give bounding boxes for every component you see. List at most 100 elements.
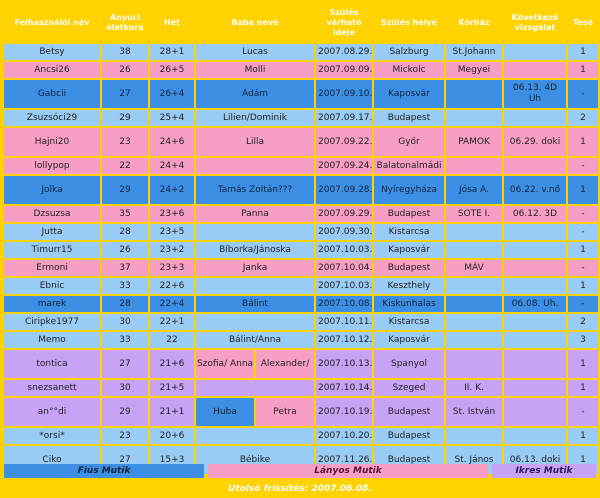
hospital-cell: Jósa A. [446, 176, 502, 204]
week-cell: 26+4 [150, 80, 194, 108]
next-exam-cell [504, 428, 566, 444]
table-row: tontica 27 21+6 Szofia/ Anna Alexander/2007.… [4, 350, 598, 378]
table-row: lollypop 22 24+4 2007.09.24. Balatonalmádi - [4, 158, 598, 174]
sibling-cell: 3 [568, 332, 598, 348]
legend: Fiús Mutik Lányos Mutik Ikres Mutik [4, 464, 596, 478]
user-name-cell: lollypop [4, 158, 100, 174]
twin-name: Huba [196, 398, 254, 426]
hospital-cell [446, 158, 502, 174]
legend-girls: Lányos Mutik [208, 464, 488, 478]
birth-place-cell: Budapest [374, 398, 444, 426]
due-date-cell: 2007.10.14. [316, 380, 372, 396]
baby-name-cell [196, 278, 314, 294]
user-name-cell: Memo [4, 332, 100, 348]
table-row: an°°di 29 21+1 Huba Petra 2007.10.19. Budapest… [4, 398, 598, 426]
next-exam-cell [504, 398, 566, 426]
next-exam-cell [504, 242, 566, 258]
mother-age-cell: 28 [102, 224, 148, 240]
hospital-cell: MÁV [446, 260, 502, 276]
user-name-cell: snezsanett [4, 380, 100, 396]
birth-place-cell: Nyíregyháza [374, 176, 444, 204]
sibling-cell: - [568, 80, 598, 108]
mother-age-cell: 23 [102, 128, 148, 156]
week-cell: 23+6 [150, 206, 194, 222]
birth-place-cell: Budapest [374, 428, 444, 444]
table-row: Gabcii 27 26+4 Ádám 2007.09.10. Kaposvár 06.13… [4, 80, 598, 108]
baby-name-cell: Bálint [196, 296, 314, 312]
table-header: Felhasználói név Anyuci életkora Hét Baba n… [4, 4, 598, 42]
user-name-cell: Ebnic [4, 278, 100, 294]
table-row: Zsuzsóci29 29 25+4 Lilien/Dominik 2007.09.17… [4, 110, 598, 126]
next-exam-cell [504, 278, 566, 294]
week-cell: 23+3 [150, 260, 194, 276]
table-row: Hajni20 23 24+6 Lilla 2007.09.22. Győr PAMOK 06… [4, 128, 598, 156]
next-exam-cell: 06.13. 4D Uh [504, 80, 566, 108]
table-row: Dzsuzsa 35 23+6 Panna 2007.09.29. Budapest SOT… [4, 206, 598, 222]
week-cell: 21+5 [150, 380, 194, 396]
user-name-cell: an°°di [4, 398, 100, 426]
week-cell: 23+5 [150, 224, 194, 240]
sibling-cell: - [568, 260, 598, 276]
user-name-cell: *orsi* [4, 428, 100, 444]
next-exam-cell: 06.22. v.nő [504, 176, 566, 204]
baby-name-cell: Bálint/Anna [196, 332, 314, 348]
next-exam-cell [504, 260, 566, 276]
baby-name-cell [196, 314, 314, 330]
twin-name: Alexander/ [256, 350, 314, 378]
user-name-cell: Ermoni [4, 260, 100, 276]
mother-age-cell: 28 [102, 296, 148, 312]
due-date-cell: 2007.09.28. [316, 176, 372, 204]
due-date-cell: 2007.10.13. [316, 350, 372, 378]
mother-age-cell: 33 [102, 278, 148, 294]
hospital-cell [446, 110, 502, 126]
week-cell: 25+4 [150, 110, 194, 126]
due-date-cell: 2007.09.29. [316, 206, 372, 222]
table-row: Ancsi26 26 26+5 Molli 2007.09.09. Mickolc Megy… [4, 62, 598, 78]
baby-name-cell: Panna [196, 206, 314, 222]
column-header: Anyuci életkora [102, 4, 148, 42]
next-exam-cell: 06.29. doki [504, 128, 566, 156]
week-cell: 22 [150, 332, 194, 348]
baby-name-cell: Janka [196, 260, 314, 276]
user-name-cell: Dzsuzsa [4, 206, 100, 222]
column-header: Tesó [568, 4, 598, 42]
next-exam-cell: 06.12. 3D [504, 206, 566, 222]
baby-name-cell: Lilla [196, 128, 314, 156]
legend-boys: Fiús Mutik [4, 464, 204, 478]
next-exam-cell [504, 62, 566, 78]
hospital-cell [446, 332, 502, 348]
legend-twins: Ikres Mutik [492, 464, 596, 478]
birth-place-cell: Mickolc [374, 62, 444, 78]
hospital-cell: St.Johann [446, 44, 502, 60]
table-row: Ebnic 33 22+6 2007.10.03. Keszthely 1 [4, 278, 598, 294]
baby-name-cell [196, 224, 314, 240]
table-row: Jolka 29 24+2 Tamás Zoltán??? 2007.09.28. Nyí… [4, 176, 598, 204]
last-updated: Utolsó frissítés: 2007.06.08. [228, 484, 372, 494]
week-cell: 22+4 [150, 296, 194, 312]
birth-place-cell: Budapest [374, 206, 444, 222]
next-exam-cell [504, 44, 566, 60]
hospital-cell: PAMOK [446, 128, 502, 156]
sibling-cell: 1 [568, 128, 598, 156]
week-cell: 28+1 [150, 44, 194, 60]
baby-name-cell: Lucas [196, 44, 314, 60]
week-cell: 22+6 [150, 278, 194, 294]
sibling-cell: - [568, 296, 598, 312]
table-row: *orsi* 23 20+6 2007.10.20. Budapest 1 [4, 428, 598, 444]
birth-place-cell: Salzburg [374, 44, 444, 60]
sibling-cell: - [568, 398, 598, 426]
next-exam-cell [504, 314, 566, 330]
next-exam-cell [504, 224, 566, 240]
user-name-cell: Jolka [4, 176, 100, 204]
pregnancy-table: Felhasználói név Anyuci életkora Hét Baba n… [2, 2, 600, 476]
user-name-cell: Betsy [4, 44, 100, 60]
birth-place-cell: Kiskunhalas [374, 296, 444, 312]
user-name-cell: Ciripke1977 [4, 314, 100, 330]
due-date-cell: 2007.10.04. [316, 260, 372, 276]
twin-name: Petra [256, 398, 314, 426]
birth-place-cell: Keszthely [374, 278, 444, 294]
next-exam-cell [504, 332, 566, 348]
birth-place-cell: Győr [374, 128, 444, 156]
due-date-cell: 2007.09.22. [316, 128, 372, 156]
baby-name-cell: Bíborka/Jánoska [196, 242, 314, 258]
